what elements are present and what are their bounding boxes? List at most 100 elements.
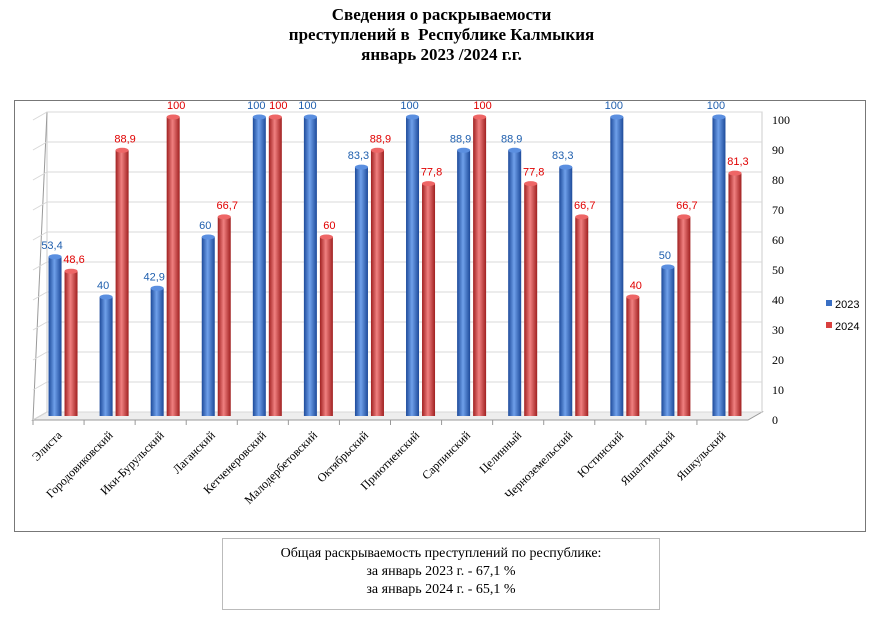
x-tick-label: Яшкульский: [674, 428, 729, 483]
data-label-2024: 88,9: [114, 133, 135, 145]
bar-top-2024: [524, 181, 538, 187]
bar-top-2024: [626, 294, 640, 300]
bar-2024: [422, 183, 436, 416]
plot-floor: [31, 411, 764, 421]
gridline: [32, 231, 762, 241]
data-label-2023: 88,9: [501, 133, 522, 145]
bar-2024: [677, 216, 691, 416]
bar-top-2024: [728, 170, 742, 176]
bar-2024: [575, 216, 589, 416]
bar-2023: [354, 167, 368, 416]
y-tick-label: 50: [772, 263, 784, 277]
data-label-2024: 88,9: [370, 133, 391, 145]
bar-top-2023: [354, 164, 368, 170]
gridline: [32, 351, 762, 361]
y-tick-label: 100: [772, 113, 790, 127]
gridline: [32, 141, 762, 151]
x-tick-label: Лаганский: [170, 428, 219, 477]
data-label-2024: 77,8: [421, 167, 442, 179]
bar-top-2024: [217, 214, 231, 220]
data-label-2024: 66,7: [217, 200, 238, 212]
bar-2024: [626, 297, 640, 416]
bar-top-2024: [473, 114, 487, 120]
bar-top-2023: [201, 234, 215, 240]
bar-top-2023: [406, 114, 420, 120]
summary-line: за январь 2023 г. - 67,1 %: [366, 564, 516, 579]
bar-top-2024: [319, 234, 333, 240]
gridline: [32, 381, 762, 391]
bar-top-2023: [48, 254, 62, 260]
chart-frame: [14, 100, 866, 532]
bar-top-2023: [252, 114, 266, 120]
data-label-2023: 88,9: [450, 133, 471, 145]
bar-top-2024: [422, 181, 436, 187]
x-tick-label: Юстинский: [574, 428, 627, 481]
gridline: [32, 291, 762, 301]
bar-2023: [508, 150, 522, 417]
legend-swatch-2024: [826, 322, 832, 328]
gridline: [32, 321, 762, 331]
bar-2023: [303, 117, 317, 416]
bar-2024: [473, 117, 487, 416]
y-tick-label: 80: [772, 173, 784, 187]
bar-2023: [406, 117, 420, 416]
data-label-2023: 42,9: [143, 271, 164, 283]
y-tick-label: 30: [772, 323, 784, 337]
bar-top-2024: [575, 214, 589, 220]
bar-2023: [559, 167, 573, 416]
y-tick-label: 20: [772, 353, 784, 367]
x-tick-label: Яшалтинский: [618, 428, 678, 488]
data-label-2024: 66,7: [676, 200, 697, 212]
bar-top-2023: [610, 114, 624, 120]
data-label-2024: 100: [269, 100, 287, 112]
bar-2023: [99, 297, 113, 416]
bar-top-2024: [268, 114, 282, 120]
data-label-2023: 83,3: [348, 150, 369, 162]
bar-top-2023: [508, 147, 522, 153]
y-tick-label: 60: [772, 233, 784, 247]
title-line: Сведения о раскрываемости: [331, 5, 552, 24]
legend-swatch-2023: [826, 300, 832, 306]
summary-line: за январь 2024 г. - 65,1 %: [366, 582, 516, 597]
y-tick-label: 10: [772, 383, 784, 397]
data-label-2024: 66,7: [574, 200, 595, 212]
bar-2023: [48, 256, 62, 416]
data-label-2023: 53,4: [41, 240, 62, 252]
data-label-2023: 100: [298, 100, 316, 112]
data-label-2024: 100: [167, 100, 185, 112]
bar-top-2023: [559, 164, 573, 170]
bar-2024: [166, 117, 180, 416]
bar-top-2023: [99, 294, 113, 300]
bar-2024: [268, 117, 282, 416]
data-label-2024: 40: [630, 280, 642, 292]
data-label-2023: 100: [707, 100, 725, 112]
bar-top-2023: [150, 285, 164, 291]
bar-2024: [115, 150, 129, 417]
data-label-2024: 81,3: [727, 156, 748, 168]
data-label-2023: 100: [400, 100, 418, 112]
x-tick-label: Целинный: [476, 428, 524, 476]
gridline: [32, 411, 762, 421]
summary-box: Общая раскрываемость преступлений по рес…: [222, 538, 660, 610]
data-label-2023: 100: [605, 100, 623, 112]
bar-2024: [524, 183, 538, 416]
bar-2024: [370, 150, 384, 417]
bar-2024: [319, 237, 333, 416]
data-label-2023: 50: [659, 250, 671, 262]
bar-top-2024: [370, 147, 384, 153]
bar-2023: [457, 150, 471, 417]
bar-2023: [150, 288, 164, 416]
data-label-2023: 100: [247, 100, 265, 112]
bar-2023: [252, 117, 266, 416]
data-label-2023: 83,3: [552, 150, 573, 162]
y-tick-label: 40: [772, 293, 784, 307]
legend-label-2023: 2023: [835, 299, 859, 311]
bar-top-2023: [457, 147, 471, 153]
bar-2023: [201, 237, 215, 416]
bar-2024: [728, 173, 742, 416]
gridline: [32, 171, 762, 181]
bar-2023: [610, 117, 624, 416]
x-tick-label: Сарпинский: [419, 428, 474, 483]
y-tick-label: 0: [772, 413, 778, 427]
bar-top-2023: [303, 114, 317, 120]
